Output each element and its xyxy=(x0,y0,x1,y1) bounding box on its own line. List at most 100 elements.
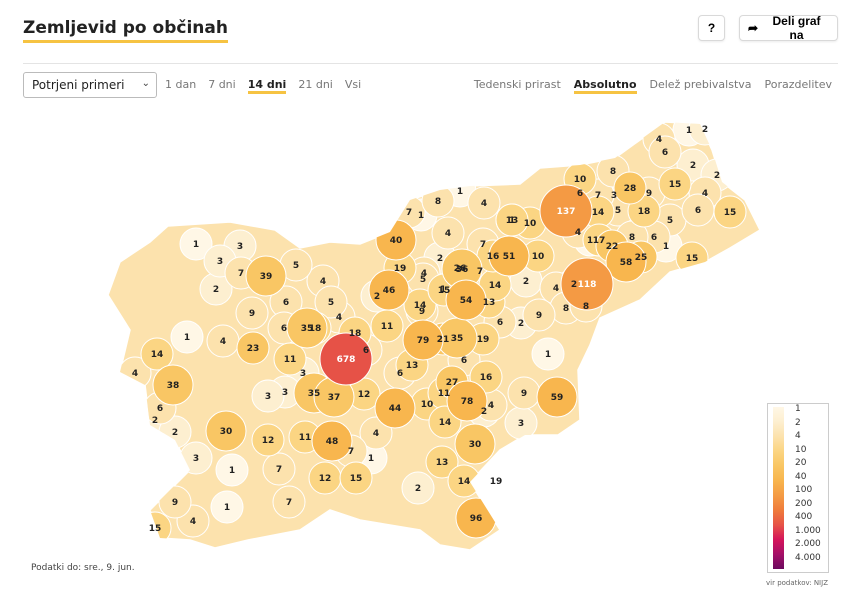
municipality[interactable] xyxy=(215,453,249,487)
municipality-label: 9 xyxy=(521,389,527,399)
municipality[interactable] xyxy=(140,337,174,371)
municipality-label: 28 xyxy=(624,184,637,194)
municipality-label: 4 xyxy=(336,313,342,323)
municipality[interactable] xyxy=(235,296,269,330)
municipality-label: 1 xyxy=(587,236,593,246)
municipality[interactable] xyxy=(286,307,328,349)
municipality[interactable] xyxy=(251,379,285,413)
municipality[interactable] xyxy=(560,257,614,311)
municipality[interactable] xyxy=(401,471,435,505)
municipality[interactable] xyxy=(658,167,692,201)
municipality-label: 1 xyxy=(545,350,551,360)
municipality-label: 2 xyxy=(702,125,708,135)
municipality[interactable] xyxy=(311,420,353,462)
municipality[interactable] xyxy=(262,452,296,486)
municipality[interactable] xyxy=(522,298,556,332)
municipality-label: 6 xyxy=(695,206,701,216)
municipality-label: 14 xyxy=(439,418,452,428)
municipality-label: 96 xyxy=(470,514,483,524)
municipality[interactable] xyxy=(179,227,213,261)
municipality-label: 11 xyxy=(284,355,297,365)
municipality[interactable] xyxy=(236,331,270,365)
municipality[interactable] xyxy=(467,186,501,220)
metric-select[interactable]: Potrjeni primeri ⌄ xyxy=(23,72,157,98)
municipality-label: 11 xyxy=(381,322,394,332)
municipality-label: 6 xyxy=(651,233,657,243)
municipality-label: 15 xyxy=(669,180,682,190)
municipality[interactable] xyxy=(713,195,747,229)
municipality-label: 6 xyxy=(283,298,289,308)
municipality-label: 4 xyxy=(656,135,662,145)
tab-period-14[interactable]: 14 dni xyxy=(247,78,287,94)
municipality-label: 8 xyxy=(583,302,589,312)
municipality[interactable] xyxy=(488,235,530,277)
municipality-label: 2 xyxy=(523,277,529,287)
municipality[interactable] xyxy=(170,320,204,354)
municipality[interactable] xyxy=(158,485,192,519)
share-button[interactable]: ➦ Deli graf na xyxy=(739,14,838,42)
tab-absolute[interactable]: Absolutno xyxy=(573,78,637,94)
tab-period-7[interactable]: 7 dni xyxy=(208,78,236,91)
municipality-label: 5 xyxy=(420,275,426,285)
tab-period-1[interactable]: 1 dan xyxy=(165,78,197,91)
municipality-label: 3 xyxy=(217,257,223,267)
municipality-label: 4 xyxy=(190,517,196,527)
municipality-label: 4 xyxy=(553,284,559,294)
municipality[interactable] xyxy=(245,255,287,297)
tab-distribution[interactable]: Porazdelitev xyxy=(764,78,832,91)
municipality[interactable] xyxy=(368,269,410,311)
legend-label: 40 xyxy=(795,471,807,482)
municipality[interactable] xyxy=(431,216,465,250)
municipality[interactable] xyxy=(446,380,488,422)
municipality-label: 48 xyxy=(326,437,339,447)
municipality-label: 35 xyxy=(451,334,464,344)
municipality-label: 2 xyxy=(152,416,158,426)
legend-label: 10 xyxy=(795,444,807,455)
municipality[interactable] xyxy=(605,241,647,283)
municipality[interactable] xyxy=(425,445,459,479)
help-button[interactable]: ? xyxy=(698,15,725,41)
municipality[interactable] xyxy=(272,485,306,519)
municipality-label: 7 xyxy=(480,240,486,250)
municipality-label: 10 xyxy=(421,400,434,410)
tab-period-21[interactable]: 21 dni xyxy=(298,78,333,91)
municipality[interactable] xyxy=(613,171,647,205)
municipality[interactable] xyxy=(445,279,487,321)
municipality[interactable] xyxy=(454,423,496,465)
municipality[interactable] xyxy=(339,461,373,495)
municipality-label: 54 xyxy=(460,296,473,306)
municipality-label: 8 xyxy=(610,167,616,177)
tab-weekly-growth[interactable]: Tedenski prirast xyxy=(473,78,561,91)
municipality[interactable] xyxy=(273,342,307,376)
municipality-label: 1 xyxy=(418,211,424,221)
municipality[interactable] xyxy=(531,337,565,371)
municipality[interactable] xyxy=(152,364,194,406)
share-button-label: Deli graf na xyxy=(772,14,821,42)
municipality[interactable] xyxy=(374,387,416,429)
municipality-label: 678 xyxy=(337,355,356,365)
tab-period-all[interactable]: Vsi xyxy=(344,78,362,91)
municipality[interactable] xyxy=(251,423,285,457)
municipality-label: 5 xyxy=(615,206,621,216)
municipality-label: 8 xyxy=(629,233,635,243)
municipality-label: 14 xyxy=(592,208,605,218)
municipality[interactable] xyxy=(536,376,578,418)
municipality-label: 10 xyxy=(532,252,545,262)
municipality[interactable] xyxy=(648,135,682,169)
municipality-label: 2 xyxy=(571,280,577,290)
municipality-label: 9 xyxy=(646,189,652,199)
period-tabs: 1 dan 7 dni 14 dni 21 dni Vsi xyxy=(165,78,361,94)
municipality-label: 8 xyxy=(563,304,569,314)
municipality-label: 19 xyxy=(490,477,503,487)
municipality[interactable] xyxy=(314,285,348,319)
municipality[interactable] xyxy=(205,410,247,452)
municipality-label: 1 xyxy=(224,503,230,513)
municipality[interactable] xyxy=(319,332,373,386)
municipality[interactable] xyxy=(402,319,444,361)
municipality-label: 22 xyxy=(606,242,619,252)
tab-population-share[interactable]: Delež prebivalstva xyxy=(649,78,752,91)
municipality-label: 3 xyxy=(611,191,617,201)
municipality[interactable] xyxy=(210,490,244,524)
municipality[interactable] xyxy=(539,184,593,238)
